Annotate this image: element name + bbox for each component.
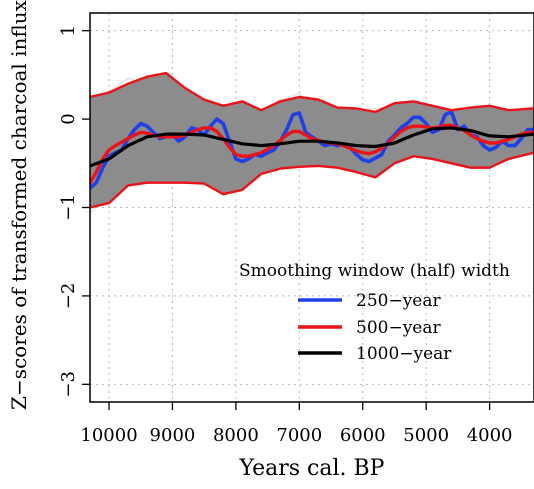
x-tick-label: 5000 — [403, 425, 449, 446]
y-tick-label: −3 — [58, 371, 79, 398]
legend-label-500-year: 500−year — [356, 318, 441, 338]
x-axis-label: Years cal. BP — [239, 456, 385, 481]
y-tick-label: −1 — [58, 194, 79, 221]
data-layer — [90, 71, 534, 214]
x-tick-label: 4000 — [467, 425, 513, 446]
y-axis: 1 0 −1 −2 −3 — [58, 25, 90, 398]
legend-label-250-year: 250−year — [356, 291, 441, 311]
y-tick-label: −2 — [58, 283, 79, 310]
grid-layer — [90, 13, 534, 402]
series-line-1000-year — [90, 126, 534, 168]
x-axis: 10000 9000 8000 7000 6000 5000 4000 — [80, 402, 513, 446]
band-lower-line — [90, 151, 534, 209]
legend: Smoothing window (half) width 250−year 5… — [239, 261, 510, 364]
x-tick-label: 8000 — [213, 425, 259, 446]
x-tick-label: 7000 — [276, 425, 322, 446]
x-tick-label: 6000 — [340, 425, 386, 446]
y-axis-label: Z−scores of transformed charcoal influx — [7, 0, 31, 410]
legend-label-1000-year: 1000−year — [356, 344, 452, 364]
band-upper-line — [90, 71, 534, 114]
x-tick-label: 9000 — [150, 425, 196, 446]
legend-title: Smoothing window (half) width — [239, 261, 510, 281]
y-tick-label: 1 — [58, 25, 79, 36]
x-tick-label: 10000 — [80, 425, 137, 446]
y-tick-label: 0 — [58, 113, 79, 124]
